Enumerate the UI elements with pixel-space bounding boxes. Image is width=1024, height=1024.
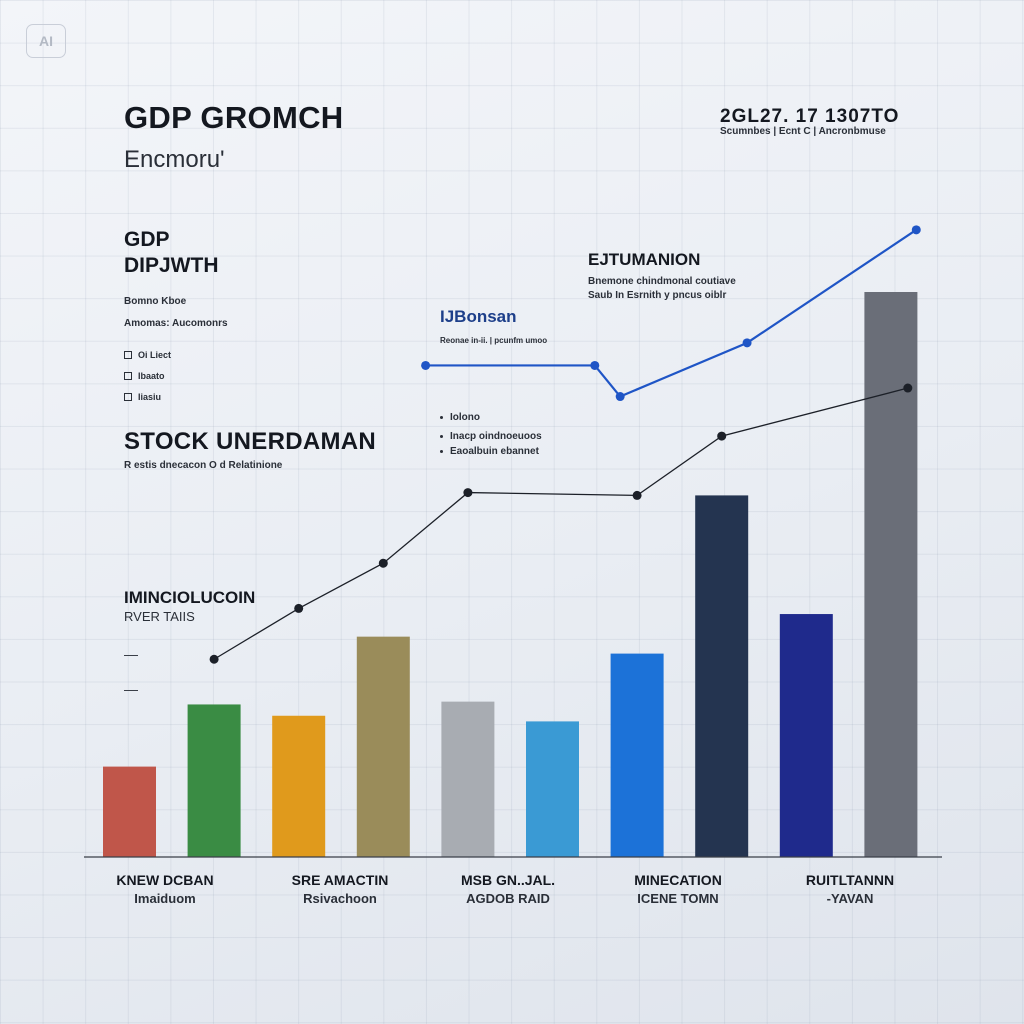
series-1-point-4 [463, 488, 473, 498]
gdp-item-label: Iiasiu [138, 392, 162, 402]
header-date-subtitle: Scumnbes | Ecnt C | Ancronbmuse [720, 126, 886, 137]
page-subtitle: Encmoru' [124, 146, 225, 173]
gdp-item-label: Oi Liect [138, 350, 172, 360]
gdp-item-2: Ibaato [124, 371, 165, 381]
gdp-heading-line2: DIPJWTH [124, 254, 219, 277]
series-line-2 [425, 228, 917, 398]
category-label-1: KNEW DCBAN Imaiduom [95, 870, 235, 909]
square-icon [124, 393, 132, 401]
bullet-icon [440, 450, 443, 453]
bar-2 [187, 704, 241, 857]
category-label-main: RUITLTANNN [805, 872, 895, 888]
series-2-point-3 [615, 392, 625, 402]
category-label-main: KNEW DCBAN [116, 872, 214, 888]
mid-item-label: Eaoalbuin ebannet [450, 446, 539, 457]
mid-item-3: Eaoalbuin ebannet [440, 446, 539, 457]
gdp-item-3: Iiasiu [124, 392, 161, 402]
category-label-sub: -YAVAN [826, 891, 874, 907]
series-2-point-4 [742, 338, 752, 348]
category-label-5: RUITLTANNN -YAVAN [780, 870, 920, 909]
square-icon [124, 351, 132, 359]
axis-tick-mark [124, 655, 138, 656]
bar-3 [272, 715, 326, 857]
series-1-point-5 [632, 490, 642, 500]
gdp-meta-2: Amomas: Aucomonrs [124, 318, 228, 329]
bar-1 [103, 766, 156, 857]
category-label-sub: Rsivachoon [303, 891, 377, 907]
mid-item-label: Iolono [450, 412, 480, 423]
category-label-sub: AGDOB RAID [466, 891, 550, 907]
bar-8 [695, 495, 749, 857]
mid-item-2: Inacp oindnoeuoos [440, 431, 542, 442]
stock-section-subtitle: R estis dnecacon O d Relatinione [124, 460, 283, 471]
estimation-title: EJTUMANION [588, 250, 701, 269]
mid-annotation-title: IJBonsan [440, 307, 517, 326]
header-date: 2GL27. 17 1307TO [720, 106, 900, 127]
series-2-point-2 [590, 360, 600, 370]
gdp-item-label: Ibaato [138, 371, 165, 381]
category-label-sub: ICENE TOMN [637, 891, 719, 907]
gdp-item-1: Oi Liect [124, 350, 171, 360]
series-1-point-7 [903, 383, 913, 393]
bar-4 [356, 636, 410, 857]
gdp-meta-1: Bomno Kboe [124, 296, 187, 307]
series-1-point-2 [294, 603, 304, 613]
indicator-title: IMINCIOLUCOIN [124, 588, 256, 607]
estimation-subtitle-1: Bnemone chindmonal coutiave [588, 276, 736, 287]
estimation-subtitle-2: Saub In Esrnith y pncus oiblr [588, 290, 727, 301]
series-1-point-3 [378, 558, 388, 568]
gdp-heading-line1: GDP [124, 228, 170, 251]
series-1-point-6 [717, 431, 727, 441]
bar-10 [864, 292, 918, 857]
bullet-icon [440, 416, 443, 419]
category-label-sub: Imaiduom [134, 891, 196, 907]
category-label-main: SRE AMACTIN [291, 872, 389, 888]
stock-section-title: STOCK UNERDAMAN [124, 428, 377, 455]
axis-tick-mark [124, 690, 138, 691]
mid-item-label: Inacp oindnoeuoos [450, 431, 542, 442]
ai-badge: AI [26, 24, 66, 58]
category-label-2: SRE AMACTIN Rsivachoon [270, 870, 410, 909]
category-label-3: MSB GN..JAL. AGDOB RAID [438, 870, 578, 909]
square-icon [124, 372, 132, 380]
mid-annotation-subtitle: Reonae in-ii. | pcunfm umoo [440, 336, 548, 345]
category-label-main: MINECATION [634, 872, 722, 888]
category-label-main: MSB GN..JAL. [460, 872, 556, 888]
series-2-point-1 [421, 360, 431, 370]
series-1-point-1 [209, 654, 219, 664]
bar-6 [526, 721, 579, 857]
bullet-icon [440, 435, 443, 438]
category-label-4: MINECATION ICENE TOMN [608, 870, 748, 909]
page-title: GDP GROMCH [124, 100, 344, 135]
bar-5 [441, 701, 495, 857]
series-2-point-5 [911, 225, 921, 235]
mid-item-1: Iolono [440, 412, 480, 423]
indicator-subtitle: RVER TAIIS [124, 609, 195, 624]
bar-7 [610, 653, 664, 857]
bar-9 [779, 614, 833, 857]
